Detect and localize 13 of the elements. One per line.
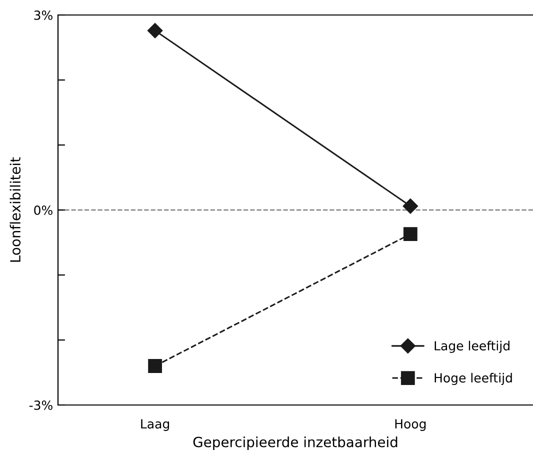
y-axis-title: Loonflexibiliteit bbox=[10, 157, 21, 262]
x-tick-label: Hoog bbox=[395, 419, 426, 431]
legend-label: Hoge leeftijd bbox=[434, 372, 512, 385]
y-tick-label: 0% bbox=[34, 205, 52, 215]
y-tick-label: 3% bbox=[34, 10, 52, 20]
x-tick-label: Laag bbox=[141, 419, 170, 431]
point bbox=[403, 227, 418, 241]
point bbox=[402, 198, 418, 214]
point bbox=[148, 359, 162, 373]
y-tick-label: -3% bbox=[29, 400, 52, 410]
point bbox=[147, 23, 163, 38]
legend-label: Lage leeftijd bbox=[434, 340, 510, 353]
x-axis-title: Gepercipieerde inzetbaarheid bbox=[193, 436, 398, 450]
